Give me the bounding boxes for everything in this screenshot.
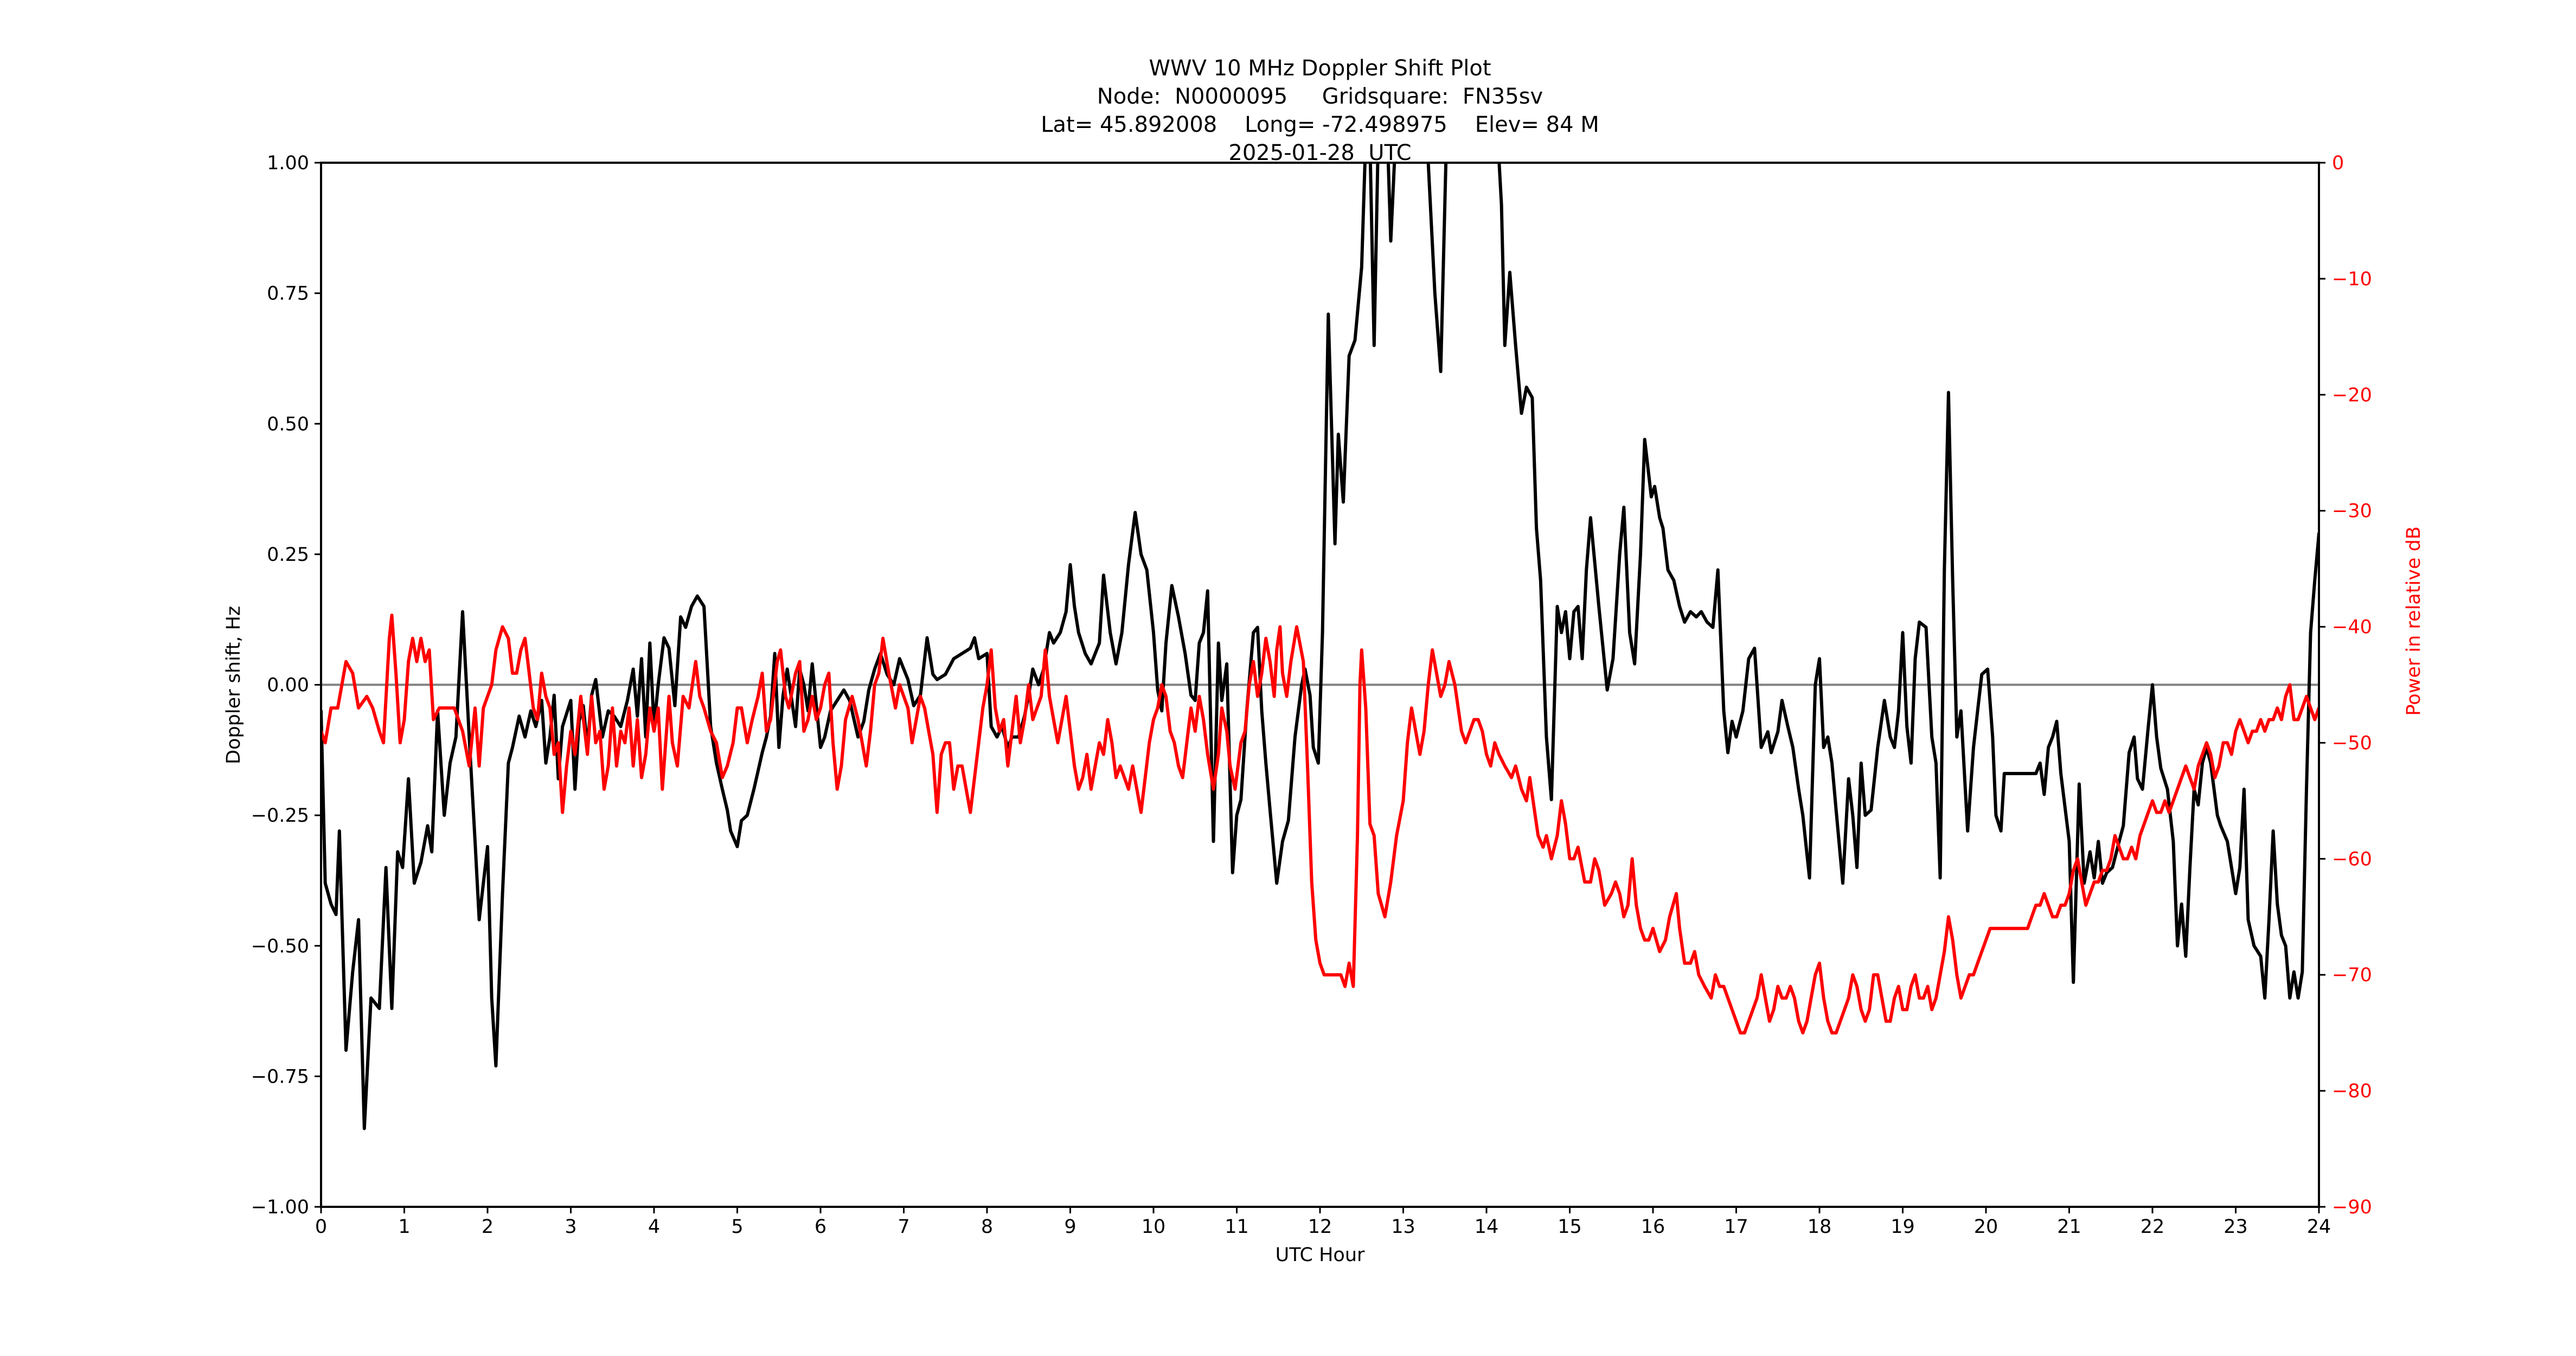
power-series-line bbox=[321, 613, 2319, 1035]
x-tick-label: 0 bbox=[315, 1216, 327, 1238]
y-right-tick-label: −30 bbox=[2332, 501, 2372, 522]
chart-subtitle-node: Node: N0000095 Gridsquare: FN35sv bbox=[1097, 84, 1543, 109]
chart-title: WWV 10 MHz Doppler Shift Plot bbox=[1149, 56, 1491, 81]
y-right-tick-label: −40 bbox=[2332, 617, 2372, 638]
x-tick-label: 10 bbox=[1142, 1216, 1166, 1238]
y-right-tick-label: −80 bbox=[2332, 1080, 2372, 1102]
x-tick-label: 5 bbox=[731, 1216, 743, 1238]
y-tick-label: −0.25 bbox=[251, 805, 309, 827]
x-tick-label: 22 bbox=[2141, 1216, 2165, 1238]
y-axis-right-label: Power in relative dB bbox=[2403, 526, 2425, 715]
y-right-tick-label: −50 bbox=[2332, 732, 2372, 754]
y-tick-label: 0.25 bbox=[267, 544, 309, 566]
x-tick-label: 14 bbox=[1475, 1216, 1499, 1238]
y-tick-label: 0.00 bbox=[267, 675, 309, 696]
y-tick-label: −0.75 bbox=[251, 1066, 309, 1088]
x-tick-label: 11 bbox=[1225, 1216, 1249, 1238]
x-tick-label: 19 bbox=[1891, 1216, 1915, 1238]
series-lines bbox=[321, 163, 2319, 1130]
x-tick-label: 13 bbox=[1391, 1216, 1415, 1238]
x-tick-label: 20 bbox=[1974, 1216, 1998, 1238]
y-tick-label: 1.00 bbox=[267, 152, 309, 174]
y-right-tick-label: −70 bbox=[2332, 964, 2372, 986]
y-tick-label: −0.50 bbox=[251, 936, 309, 957]
y-axis-left-label: Doppler shift, Hz bbox=[223, 606, 245, 764]
doppler-series-line bbox=[321, 163, 2319, 1130]
x-tick-label: 12 bbox=[1308, 1216, 1332, 1238]
y-axis-left-ticks: −1.00 −0.75 −0.50 −0.25 0.00 0.25 0.50 0.75 1.00 bbox=[251, 152, 321, 1218]
chart-title-block: WWV 10 MHz Doppler Shift Plot Node: N000… bbox=[321, 54, 2319, 167]
x-tick-label: 24 bbox=[2307, 1216, 2331, 1238]
x-tick-label: 16 bbox=[1641, 1216, 1665, 1238]
x-tick-label: 23 bbox=[2223, 1216, 2248, 1238]
y-tick-label: 0.50 bbox=[267, 413, 309, 435]
x-axis-label: UTC Hour bbox=[1276, 1244, 1365, 1266]
y-right-tick-label: 0 bbox=[2332, 152, 2344, 174]
x-tick-label: 15 bbox=[1558, 1216, 1582, 1238]
x-tick-label: 18 bbox=[1808, 1216, 1832, 1238]
y-right-tick-label: −10 bbox=[2332, 268, 2372, 290]
x-tick-label: 2 bbox=[482, 1216, 494, 1238]
y-right-tick-label: −60 bbox=[2332, 848, 2372, 870]
chart-subtitle-location: Lat= 45.892008 Long= -72.498975 Elev= 84… bbox=[1041, 112, 1599, 137]
x-axis-ticks: 0 1 2 3 4 5 6 7 8 9 10 11 12 13 14 15 16 17 18 19 20 21 22 23 24 bbox=[315, 1207, 2331, 1238]
x-tick-label: 3 bbox=[565, 1216, 576, 1238]
chart-subtitle-date: 2025-01-28 UTC bbox=[1228, 140, 1412, 165]
y-tick-label: 0.75 bbox=[267, 283, 309, 305]
x-tick-label: 6 bbox=[815, 1216, 826, 1238]
y-axis-right-ticks: 0 −10 −20 −30 −40 −50 −60 −70 −80 −90 bbox=[2319, 152, 2372, 1218]
y-tick-label: −1.00 bbox=[251, 1197, 309, 1218]
x-tick-label: 8 bbox=[981, 1216, 993, 1238]
x-tick-label: 17 bbox=[1724, 1216, 1748, 1238]
x-tick-label: 1 bbox=[398, 1216, 410, 1238]
x-tick-label: 9 bbox=[1064, 1216, 1076, 1238]
y-right-tick-label: −90 bbox=[2332, 1197, 2372, 1218]
x-tick-label: 21 bbox=[2057, 1216, 2081, 1238]
y-right-tick-label: −20 bbox=[2332, 385, 2372, 406]
x-tick-label: 4 bbox=[648, 1216, 660, 1238]
x-tick-label: 7 bbox=[898, 1216, 909, 1238]
